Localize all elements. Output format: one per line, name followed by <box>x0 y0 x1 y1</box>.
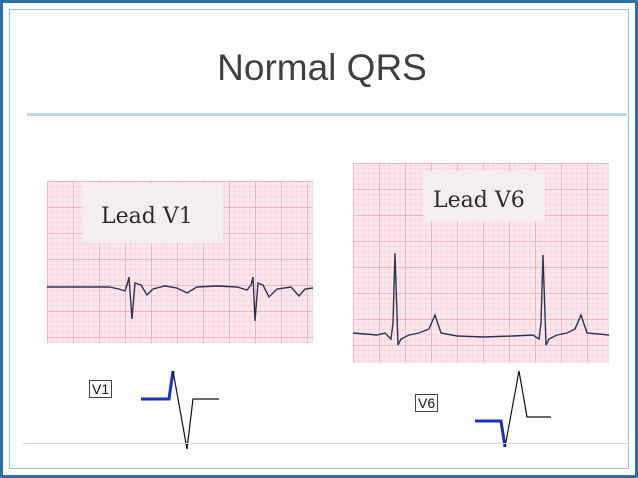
ecg-trace-v1 <box>47 276 313 322</box>
ecg-trace-v6 <box>353 252 609 346</box>
lead-v1-label: Lead V1 <box>101 204 193 229</box>
footer-divider <box>23 443 627 444</box>
schematic-v6-label: V6 <box>415 394 439 412</box>
schematic-v6-waveform <box>475 370 551 448</box>
slide-inner-frame <box>9 9 629 469</box>
schematic-v1-label: V1 <box>89 380 113 398</box>
title-divider <box>27 113 627 116</box>
lead-v1-label-box <box>83 183 223 243</box>
slide-title: Normal QRS <box>217 47 427 88</box>
ecg-strip-v1: Lead V1 <box>47 181 313 343</box>
schematic-v1-waveform <box>141 370 219 450</box>
ecg-strip-v6: Lead V6 <box>353 163 609 363</box>
lead-v6-label-box <box>423 171 545 221</box>
lead-v6-label: Lead V6 <box>433 188 525 213</box>
